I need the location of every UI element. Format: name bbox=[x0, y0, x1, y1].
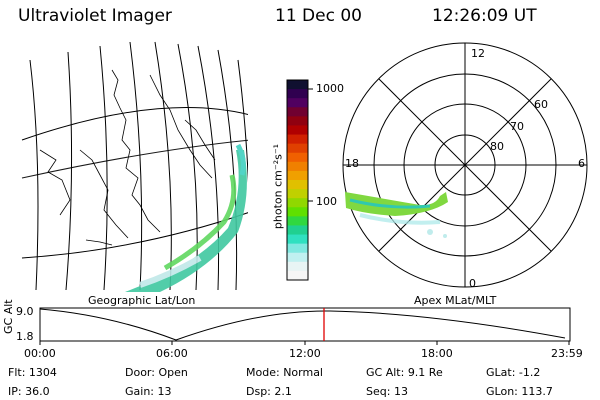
coastline bbox=[111, 69, 161, 233]
longitude-line bbox=[29, 59, 39, 291]
colorbar-cell bbox=[287, 143, 308, 154]
time-tick-0000: 00:00 bbox=[24, 347, 56, 360]
longitude-line bbox=[197, 45, 220, 291]
altitude-ylabel: GC Alt bbox=[2, 299, 15, 334]
coastline bbox=[184, 119, 216, 161]
mlt-label-18: 18 bbox=[345, 157, 359, 170]
time-label: 12:26:09 UT bbox=[432, 6, 537, 26]
colorbar-cell bbox=[287, 80, 308, 90]
longitude-line bbox=[154, 41, 172, 291]
gc-alt-info: GC Alt: 9.1 Re bbox=[366, 366, 443, 379]
mlt-label-0: 0 bbox=[469, 277, 476, 290]
colorbar-cell bbox=[287, 125, 308, 136]
earth-limb bbox=[21, 107, 248, 141]
colorbar-cell bbox=[287, 270, 308, 281]
colorbar-cell bbox=[287, 198, 308, 208]
mlt-label-6: 6 bbox=[578, 157, 585, 170]
colorbar-tick-1000: 1000 bbox=[316, 82, 344, 95]
glat-info: GLat: -1.2 bbox=[486, 366, 541, 379]
colorbar-cell bbox=[287, 189, 308, 199]
colorbar-cell bbox=[287, 152, 308, 163]
polar-aurora-emission bbox=[345, 192, 448, 238]
colorbar-cell bbox=[287, 89, 308, 99]
colorbar-cell bbox=[287, 252, 308, 263]
mlat-label-70: 70 bbox=[510, 120, 524, 133]
ip-info: IP: 36.0 bbox=[8, 385, 50, 398]
colorbar-cell bbox=[287, 243, 308, 254]
colorbar-cell bbox=[287, 216, 308, 226]
colorbar-cell bbox=[287, 207, 308, 217]
time-tick-2359: 23:59 bbox=[551, 347, 583, 360]
coastline bbox=[149, 74, 213, 179]
altitude-ytick-9: 9.0 bbox=[16, 305, 34, 318]
time-tick-1800: 18:00 bbox=[421, 347, 453, 360]
time-tick-0600: 06:00 bbox=[156, 347, 188, 360]
apex-caption: Apex MLat/MLT bbox=[414, 294, 497, 307]
colorbar-cell bbox=[287, 234, 308, 245]
longitude-line bbox=[99, 45, 108, 291]
mlat-label-60: 60 bbox=[534, 98, 548, 111]
altitude-curve bbox=[39, 308, 566, 341]
glon-info: GLon: 113.7 bbox=[486, 385, 553, 398]
aurora-emission bbox=[125, 143, 247, 292]
flight-info: Flt: 1304 bbox=[8, 366, 57, 379]
longitude-line bbox=[217, 49, 238, 291]
coastline bbox=[85, 239, 113, 246]
mlt-label-12: 12 bbox=[471, 47, 485, 60]
colorbar-cell bbox=[287, 161, 308, 172]
geographic-caption: Geographic Lat/Lon bbox=[88, 294, 196, 307]
longitude-line bbox=[237, 59, 248, 183]
colorbar-cell bbox=[287, 134, 308, 145]
dsp-info: Dsp: 2.1 bbox=[246, 385, 292, 398]
longitude-line bbox=[65, 51, 73, 291]
date-label: 11 Dec 00 bbox=[275, 6, 362, 26]
instrument-title: Ultraviolet Imager bbox=[18, 6, 172, 26]
time-tick-1200: 12:00 bbox=[289, 347, 321, 360]
colorbar-cell bbox=[287, 225, 308, 236]
gain-info: Gain: 13 bbox=[125, 385, 172, 398]
colorbar-cell bbox=[287, 170, 308, 181]
seq-info: Seq: 13 bbox=[366, 385, 408, 398]
colorbar-cell bbox=[287, 98, 308, 108]
colorbar-cell bbox=[287, 180, 308, 190]
mlat-label-80: 80 bbox=[490, 140, 504, 153]
colorbar-cell bbox=[287, 116, 308, 126]
altitude-ytick-1-8: 1.8 bbox=[16, 330, 34, 343]
coastline bbox=[39, 149, 71, 216]
mode-info: Mode: Normal bbox=[246, 366, 323, 379]
colorbar-cell bbox=[287, 107, 308, 117]
latitude-line bbox=[21, 139, 248, 179]
colorbar-cell bbox=[287, 261, 308, 272]
door-info: Door: Open bbox=[125, 366, 188, 379]
coastline bbox=[79, 149, 129, 239]
colorbar-tick-100: 100 bbox=[316, 195, 337, 208]
longitude-line bbox=[129, 41, 143, 291]
